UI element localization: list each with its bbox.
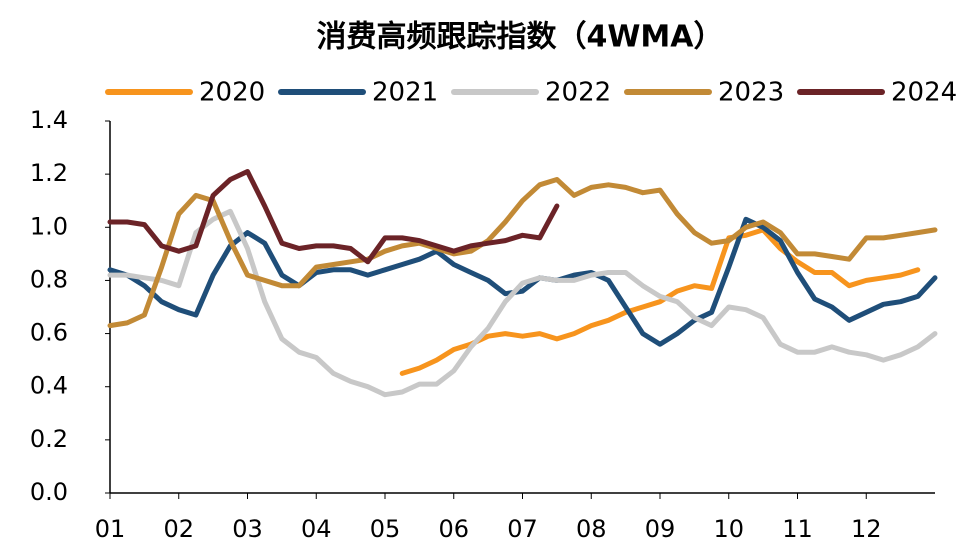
y-tick-label: 0.6 xyxy=(30,319,68,347)
x-tick-label: 02 xyxy=(163,515,194,543)
legend-label: 2022 xyxy=(545,78,611,108)
x-tick-label: 06 xyxy=(438,515,469,543)
x-tick-label: 12 xyxy=(851,515,882,543)
legend-label: 2024 xyxy=(891,78,957,108)
y-tick-label: 0.4 xyxy=(30,372,68,400)
series-line xyxy=(107,169,560,265)
y-tick-label: 0.8 xyxy=(30,265,68,293)
y-tick-label: 1.4 xyxy=(30,106,68,134)
y-tick-label: 1.2 xyxy=(30,159,68,187)
y-tick-label: 0.0 xyxy=(30,478,68,506)
x-tick-label: 05 xyxy=(370,515,401,543)
x-tick-label: 04 xyxy=(301,515,332,543)
legend-label: 2023 xyxy=(718,78,784,108)
series-line xyxy=(107,216,938,347)
x-tick-label: 10 xyxy=(713,515,744,543)
x-tick-label: 08 xyxy=(576,515,607,543)
legend-label: 2020 xyxy=(199,78,265,108)
series-line xyxy=(107,208,938,398)
y-tick-label: 0.2 xyxy=(30,425,68,453)
y-tick-label: 1.0 xyxy=(30,212,68,240)
x-tick-label: 09 xyxy=(645,515,676,543)
x-tick-label: 07 xyxy=(507,515,538,543)
series-line xyxy=(399,227,921,376)
series-line xyxy=(107,177,938,329)
x-tick-label: 11 xyxy=(782,515,813,543)
legend-label: 2021 xyxy=(372,78,438,108)
x-tick-label: 03 xyxy=(232,515,263,543)
chart-title: 消费高频跟踪指数（4WMA） xyxy=(316,20,723,55)
x-tick-label: 01 xyxy=(95,515,126,543)
